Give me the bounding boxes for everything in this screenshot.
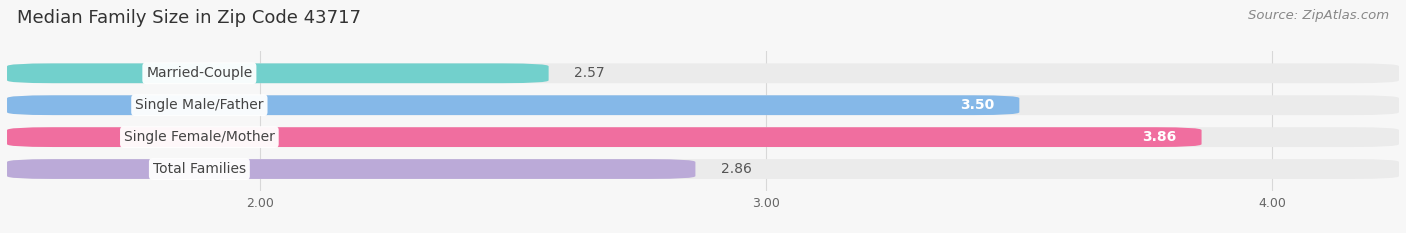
FancyBboxPatch shape [7,127,1399,147]
Text: 2.86: 2.86 [721,162,752,176]
Text: Median Family Size in Zip Code 43717: Median Family Size in Zip Code 43717 [17,9,361,27]
Text: 2.57: 2.57 [574,66,605,80]
Text: 3.50: 3.50 [960,98,994,112]
Text: 3.86: 3.86 [1142,130,1177,144]
FancyBboxPatch shape [7,63,548,83]
Text: Married-Couple: Married-Couple [146,66,253,80]
Text: Total Families: Total Families [153,162,246,176]
FancyBboxPatch shape [7,159,1399,179]
Text: Single Male/Father: Single Male/Father [135,98,263,112]
FancyBboxPatch shape [7,159,696,179]
Text: Source: ZipAtlas.com: Source: ZipAtlas.com [1249,9,1389,22]
Text: Single Female/Mother: Single Female/Mother [124,130,274,144]
FancyBboxPatch shape [7,63,1399,83]
FancyBboxPatch shape [7,95,1399,115]
FancyBboxPatch shape [7,127,1202,147]
FancyBboxPatch shape [7,95,1019,115]
